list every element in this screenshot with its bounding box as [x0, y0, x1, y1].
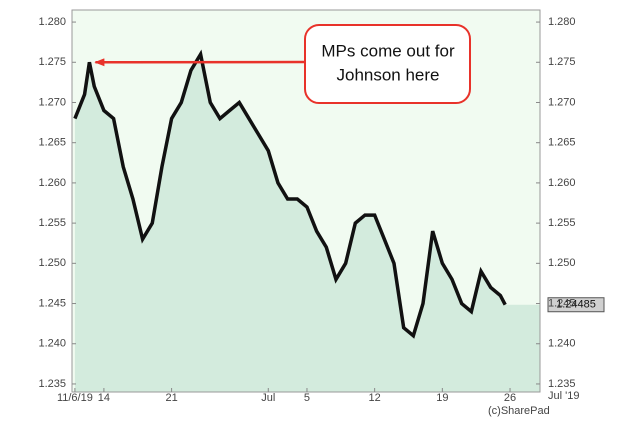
- area: [74, 54, 541, 393]
- y-tick-label-right: 1.250: [548, 257, 576, 269]
- x-tick-label: 26: [504, 392, 516, 404]
- y-tick-label: 1.240: [38, 338, 66, 350]
- y-tick-label-right: 1.240: [548, 338, 576, 350]
- y-tick-label-right: 1.265: [548, 137, 576, 149]
- credit: (c)SharePad: [488, 405, 550, 417]
- x-tick-label: 11/6/19: [57, 392, 93, 404]
- y-tick-label: 1.260: [38, 177, 66, 189]
- x-tick-label: 12: [369, 392, 381, 404]
- y-tick-label-right: 1.245: [548, 297, 576, 309]
- x-period-label: Jul '19: [548, 390, 579, 402]
- y-tick-label-right: 1.275: [548, 56, 576, 68]
- x-tick-label: Jul: [261, 392, 275, 404]
- last-price-label: 1.24485: [556, 299, 596, 311]
- y-tick-label: 1.280: [38, 16, 66, 28]
- y-tick-label-right: 1.280: [548, 16, 576, 28]
- price-line: [73, 49, 507, 339]
- y-tick-label: 1.235: [38, 378, 66, 390]
- x-tick-label: 5: [304, 392, 310, 404]
- x-tick-label: 14: [98, 392, 110, 404]
- y-tick-label: 1.250: [38, 257, 66, 269]
- annotation-text: MPs come out for: [321, 41, 455, 60]
- y-tick-label: 1.245: [38, 297, 66, 309]
- plot-border: [71, 9, 541, 393]
- x-tick-label: 19: [436, 392, 448, 404]
- y-tick-label-right: 1.255: [548, 217, 576, 229]
- x-tick-label: 21: [165, 392, 177, 404]
- y-tick-label-right: 1.260: [548, 177, 576, 189]
- y-tick-label: 1.270: [38, 96, 66, 108]
- y-tick-label: 1.265: [38, 137, 66, 149]
- y-tick-label: 1.275: [38, 56, 66, 68]
- y-tick-label: 1.255: [38, 217, 66, 229]
- annotation-box: [304, 24, 471, 104]
- y-tick-label-right: 1.235: [548, 378, 576, 390]
- y-tick-label-right: 1.270: [548, 96, 576, 108]
- last-price-box: [547, 297, 605, 313]
- annotation-text: Johnson here: [336, 65, 439, 84]
